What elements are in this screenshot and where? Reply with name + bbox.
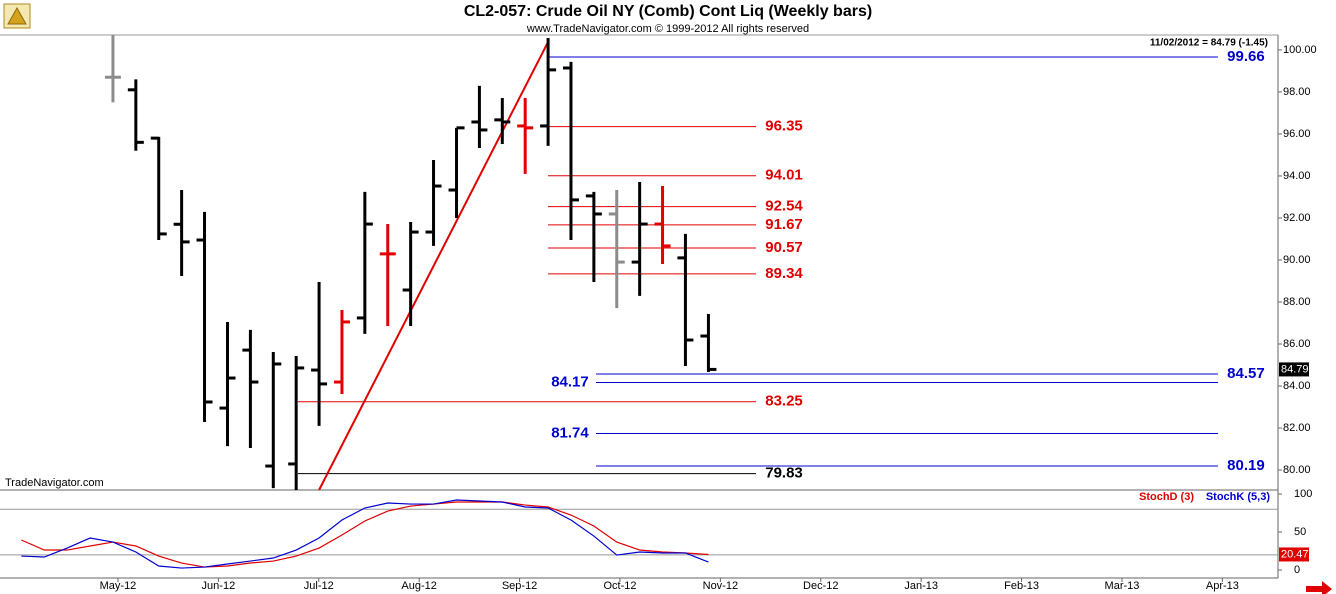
last-value-label: 20.47 xyxy=(1281,548,1309,560)
y-tick-label: 90.00 xyxy=(1283,254,1311,266)
level-label: 84.57 xyxy=(1227,365,1265,382)
logo xyxy=(3,3,31,29)
y-tick-label: 100.00 xyxy=(1283,44,1317,56)
level-label: 92.54 xyxy=(765,198,803,215)
last-price-label: 84.79 xyxy=(1281,363,1309,375)
stoch-line xyxy=(21,501,709,568)
chart-title: CL2-057: Crude Oil NY (Comb) Cont Liq (W… xyxy=(464,3,872,20)
last-price-box xyxy=(1279,362,1309,377)
x-tick-label: Jul-12 xyxy=(304,580,334,592)
x-tick-label: Jan-13 xyxy=(904,580,938,592)
header-note: 11/02/2012 = 84.79 (-1.45) xyxy=(1150,38,1268,49)
level-label: 90.57 xyxy=(765,239,803,256)
x-tick-label: Aug-12 xyxy=(401,580,436,592)
y-tick-label: 84.00 xyxy=(1283,380,1311,392)
y-tick-label: 92.00 xyxy=(1283,212,1311,224)
x-tick-label: Oct-12 xyxy=(603,580,636,592)
y-tick-label: 98.00 xyxy=(1283,86,1311,98)
level-label: 94.01 xyxy=(765,167,803,184)
chart-subtitle: www.TradeNavigator.com © 1999-2012 All r… xyxy=(526,23,809,35)
x-tick-label: Sep-12 xyxy=(502,580,537,592)
y-tick-label: 94.00 xyxy=(1283,170,1311,182)
stoch-line xyxy=(21,499,709,569)
y-tick-label: 96.00 xyxy=(1283,128,1311,140)
level-label: 96.35 xyxy=(765,118,803,135)
level-label: 89.34 xyxy=(765,265,803,282)
level-label: 99.66 xyxy=(1227,48,1265,65)
level-label: 81.74 xyxy=(551,424,589,441)
x-tick-label: Nov-12 xyxy=(703,580,738,592)
level-label: 79.83 xyxy=(765,465,803,482)
legend-entry: StochK (5,3) xyxy=(1206,491,1271,503)
trendline xyxy=(318,41,549,491)
watermark: TradeNavigator.com xyxy=(5,477,104,489)
y-tick-label: 86.00 xyxy=(1283,338,1311,350)
x-tick-label: Dec-12 xyxy=(803,580,838,592)
x-tick-label: May-12 xyxy=(100,580,137,592)
x-tick-label: Apr-13 xyxy=(1206,580,1239,592)
x-tick-label: Mar-13 xyxy=(1105,580,1140,592)
y-tick-label: 50 xyxy=(1294,526,1306,538)
y-tick-label: 82.00 xyxy=(1283,422,1311,434)
level-label: 83.25 xyxy=(765,393,803,410)
scroll-arrow[interactable] xyxy=(1306,581,1332,594)
x-tick-label: Jun-12 xyxy=(202,580,236,592)
last-value-box xyxy=(1279,547,1309,562)
x-tick-label: Feb-13 xyxy=(1004,580,1039,592)
y-tick-label: 100 xyxy=(1294,488,1312,500)
y-tick-label: 88.00 xyxy=(1283,296,1311,308)
legend-entry: StochD (3) xyxy=(1139,491,1194,503)
level-label: 84.17 xyxy=(551,373,589,390)
level-label: 91.67 xyxy=(765,216,803,233)
y-tick-label: 0 xyxy=(1294,564,1300,576)
level-label: 80.19 xyxy=(1227,457,1265,474)
y-tick-label: 80.00 xyxy=(1283,464,1311,476)
